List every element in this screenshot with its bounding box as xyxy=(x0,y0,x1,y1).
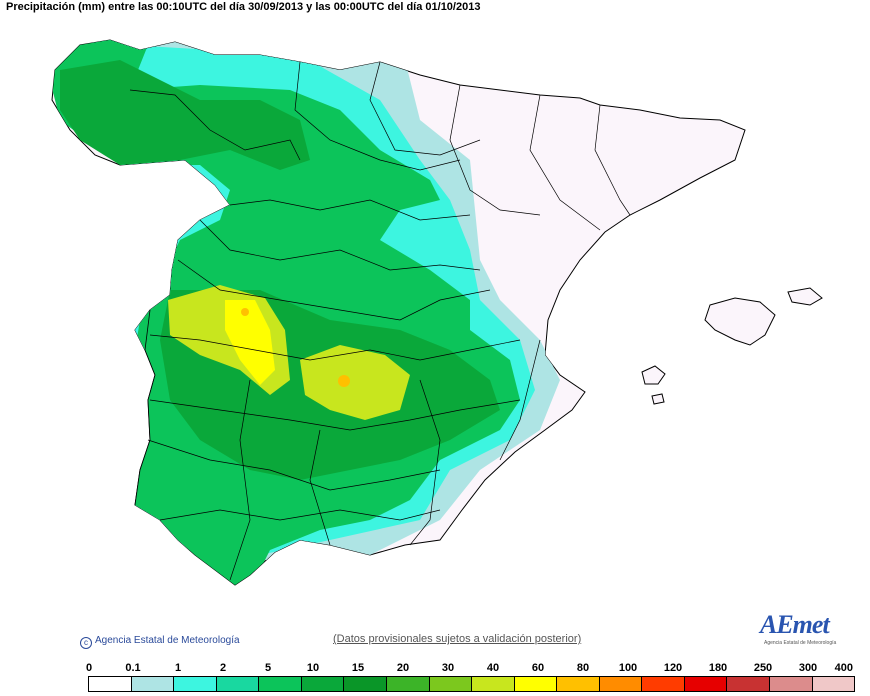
precipitation-map xyxy=(51,39,823,586)
mallorca-island xyxy=(704,297,776,346)
aemet-logo-text: AEmet xyxy=(760,610,830,639)
legend-tick-label: 0.1 xyxy=(125,662,141,674)
legend-swatch xyxy=(599,677,643,691)
copyright-notice: c Agencia Estatal de Meteorología xyxy=(80,635,240,649)
zone-20-30-mm-east xyxy=(300,345,410,420)
legend-swatch xyxy=(727,677,770,691)
aemet-logo-subtitle: Agencia Estatal de Meteorología xyxy=(764,640,837,646)
legend-color-scale xyxy=(88,676,855,692)
legend-swatch xyxy=(259,677,302,691)
legend-swatch xyxy=(770,677,813,691)
disclaimer-note: (Datos provisionales sujetos a validació… xyxy=(333,633,582,645)
legend-swatch xyxy=(216,677,260,691)
legend-tick-label: 5 xyxy=(264,662,272,674)
copyright-text: Agencia Estatal de Meteorología xyxy=(95,635,240,646)
legend-tick-label: 2 xyxy=(219,662,227,674)
legend-tick-label: 15 xyxy=(351,662,365,674)
formentera-island xyxy=(651,393,665,405)
legend-swatch xyxy=(472,677,515,691)
legend-tick-label: 100 xyxy=(618,662,638,674)
legend-swatch xyxy=(386,677,430,691)
legend-swatch xyxy=(131,677,175,691)
zone-60-80-mm-spot-2 xyxy=(241,308,249,316)
aemet-logo: AEmet Agencia Estatal de Meteorología xyxy=(760,610,855,650)
legend-ticks: 0 0.1 1 2 5 10 15 20 30 40 60 80 100 120 180 250 300 400 xyxy=(86,662,855,674)
copyright-icon: c xyxy=(80,637,92,649)
legend-tick-label: 300 xyxy=(798,662,818,674)
legend-swatch xyxy=(642,677,685,691)
zone-40-60-mm xyxy=(225,300,275,385)
legend-tick-label: 60 xyxy=(531,662,545,674)
map-title: Precipitación (mm) entre las 00:10UTC de… xyxy=(6,1,481,13)
legend-swatch xyxy=(684,677,728,691)
province-borders xyxy=(129,61,631,581)
legend-tick-label: 180 xyxy=(708,662,728,674)
menorca-island xyxy=(787,287,823,306)
zone-60-80-mm-spot-1 xyxy=(338,375,350,387)
legend-tick-label: 40 xyxy=(486,662,500,674)
legend-tick-label: 20 xyxy=(396,662,410,674)
legend-tick-label: 10 xyxy=(306,662,320,674)
legend-swatch xyxy=(89,677,132,691)
legend-tick-label: 120 xyxy=(663,662,683,674)
zone-10-15-mm-north xyxy=(60,60,310,170)
legend-swatch xyxy=(174,677,217,691)
ibiza-island xyxy=(641,365,666,385)
legend-tick-label: 80 xyxy=(576,662,590,674)
legend-tick-label: 250 xyxy=(753,662,773,674)
legend-swatch xyxy=(812,677,855,691)
legend-tick-label: 1 xyxy=(174,662,182,674)
legend-tick-label: 30 xyxy=(441,662,455,674)
legend-tick-label: 400 xyxy=(834,662,853,674)
legend-swatch xyxy=(301,677,345,691)
legend-swatch xyxy=(514,677,558,691)
portugal-border xyxy=(134,309,156,506)
legend-swatch xyxy=(557,677,600,691)
legend-swatch xyxy=(344,677,387,691)
legend-swatch xyxy=(429,677,473,691)
legend-tick-label: 0 xyxy=(86,662,93,674)
